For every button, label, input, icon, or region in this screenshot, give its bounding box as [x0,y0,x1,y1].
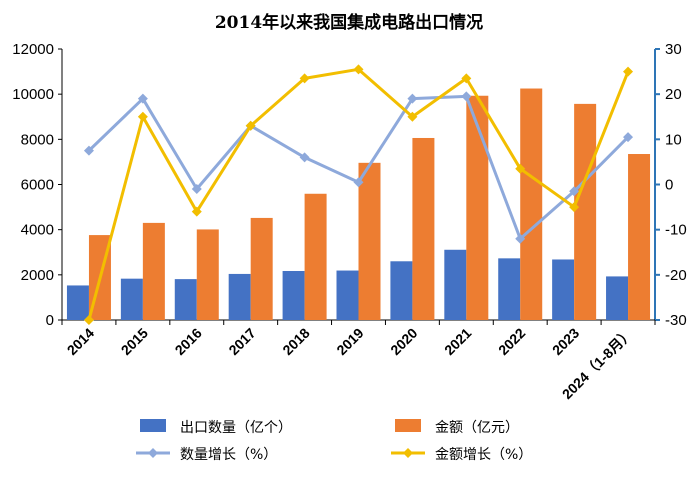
x-tick-label: 2018 [279,325,312,358]
legend-label-1: 金额（亿元） [435,420,519,436]
line-point-2 [299,152,310,163]
left-tick-label: 12000 [12,41,54,58]
line-point-2 [407,93,418,104]
right-tick-label: 0 [665,177,673,194]
bar-series-0 [120,278,143,320]
x-tick-label: 2023 [549,325,582,358]
bar-series-0 [228,273,251,320]
line-point-2 [353,177,364,188]
line-point-2 [137,93,148,104]
line-point-3 [299,73,310,84]
line-point-2 [191,184,202,195]
bar-series-1 [466,95,489,320]
x-tick-label: 2021 [441,325,474,358]
line-point-3 [245,120,256,131]
line-point-2 [515,233,526,244]
bar-series-1 [196,229,219,320]
x-tick-label: 2019 [333,325,366,358]
legend-swatch-0 [140,419,166,432]
bar-series-1 [520,88,543,320]
bar-series-1 [628,154,651,320]
right-tick-label: 10 [665,131,682,148]
line-point-2 [461,91,472,102]
line-point-3 [515,163,526,174]
bar-series-0 [552,259,575,320]
legend: 出口数量（亿个） 金额（亿元） 数量增长（%） 金额增长（%） [136,419,532,463]
legend-label-0: 出口数量（亿个） [180,420,292,436]
right-tick-label: -20 [665,267,687,284]
bar-series-1 [250,217,273,320]
bar-series-1 [142,222,165,320]
legend-label-2: 数量增长（%） [180,447,277,463]
right-tick-label: -10 [665,222,687,239]
line-point-3 [623,66,634,77]
left-tick-label: 2000 [21,267,54,284]
left-tick-label: 6000 [21,177,54,194]
left-tick-label: 8000 [21,131,54,148]
right-tick-label: 20 [665,86,682,103]
legend-swatch-1 [395,419,421,432]
line-point-2 [83,145,94,156]
bar-series-1 [574,103,597,320]
x-tick-label: 2015 [118,325,151,358]
bar-series-0 [444,249,467,320]
x-tick-label: 2020 [387,325,420,358]
bar-series-0 [66,285,89,320]
x-tick-label: 2022 [495,325,528,358]
line-point-3 [407,111,418,122]
line-point-3 [137,111,148,122]
x-tick-label: 2017 [225,325,258,358]
right-tick-label: 30 [665,41,682,58]
left-tick-label: 4000 [21,222,54,239]
bar-series-0 [282,270,305,320]
bar-series-0 [390,261,413,320]
bar-series-1 [304,193,327,320]
bar-series-0 [498,258,521,320]
plot-area: 0 2000 4000 6000 8000 10000 12000 -30 -20 -10 0 10 2… [12,41,686,402]
bar-series-0 [174,279,197,320]
bar-series-1 [412,137,435,320]
bar-series-1 [358,162,381,320]
line-point-3 [191,206,202,217]
line-point-2 [569,186,580,197]
x-tick-label: 2016 [172,325,205,358]
bar-series-0 [606,276,629,320]
legend-marker-3 [403,448,413,458]
x-tick-label: 2014 [64,325,97,358]
left-tick-label: 10000 [12,86,54,103]
line-point-3 [353,64,364,75]
chart-title: 2014年以来我国集成电路出口情况 [215,12,483,33]
left-tick-label: 0 [46,312,54,329]
bar-series-0 [336,270,359,320]
line-point-3 [569,202,580,213]
legend-marker-2 [148,448,158,458]
line-point-3 [461,73,472,84]
legend-label-3: 金额增长（%） [435,447,532,463]
line-point-2 [623,132,634,143]
right-tick-label: -30 [665,312,687,329]
line-point-3 [83,315,94,325]
